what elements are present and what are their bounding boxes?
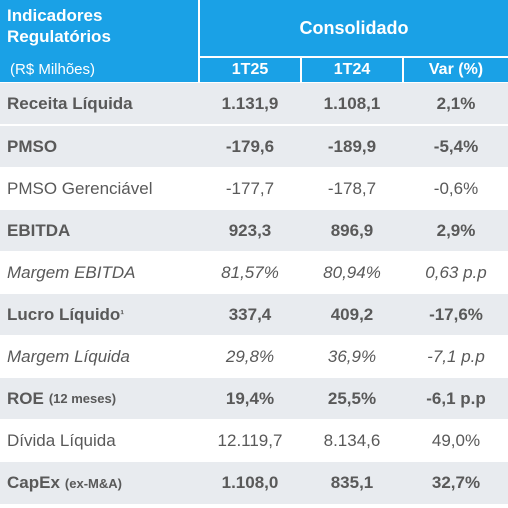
table-row: PMSO Gerenciável -177,7 -178,7 -0,6% [0, 168, 508, 209]
row-label: Margem Líquida [7, 346, 130, 366]
table-row: Margem EBITDA 81,57% 80,94% 0,63 p.p [0, 252, 508, 293]
table-header: Indicadores Regulatórios (R$ Milhões) Co… [0, 0, 508, 82]
row-label: PMSO Gerenciável [7, 178, 153, 198]
table-row: Lucro Líquido ¹ 337,4 409,2 -17,6% [0, 294, 508, 335]
row-sublabel: (12 meses) [48, 391, 117, 406]
value-var: -6,1 p.p [426, 388, 486, 408]
row-label: CapEx [7, 473, 60, 492]
value-var: 49,0% [431, 430, 481, 450]
header-title-line1: Indicadores [7, 6, 103, 25]
value-var: -0,6% [433, 178, 479, 198]
value-var: 32,7% [431, 473, 481, 492]
row-label-group: Lucro Líquido ¹ [7, 294, 124, 335]
header-group: Consolidado [200, 0, 508, 56]
value-1t24: 8.134,6 [323, 430, 381, 450]
value-1t25: 81,57% [221, 262, 279, 282]
row-label-group: ROE (12 meses) [7, 378, 116, 419]
header-title-cell: Indicadores Regulatórios (R$ Milhões) [0, 0, 198, 82]
value-1t24: 80,94% [323, 262, 381, 282]
row-label: PMSO [7, 136, 58, 156]
header-title-line2: Regulatórios [7, 27, 111, 46]
value-1t25: 1.108,0 [221, 473, 279, 492]
table-row: Dívida Líquida 12.119,7 8.134,6 49,0% [0, 420, 508, 461]
value-var: -17,6% [429, 304, 483, 324]
value-1t24: -189,9 [327, 136, 377, 156]
row-sublabel: (ex-M&A) [64, 475, 122, 491]
column-header-1t25: 1T25 [200, 58, 300, 82]
value-var: 2,9% [436, 220, 476, 240]
value-var: 0,63 p.p [425, 262, 487, 282]
table-row: EBITDA 923,3 896,9 2,9% [0, 210, 508, 251]
row-label: Dívida Líquida [7, 430, 116, 450]
table-row: ROE (12 meses) 19,4% 25,5% -6,1 p.p [0, 378, 508, 419]
value-1t25: 923,3 [228, 220, 272, 240]
footnote-marker: ¹ [120, 308, 124, 321]
table-row: CapEx (ex-M&A) 1.108,0 835,1 32,7% [0, 462, 508, 504]
column-header-1t24: 1T24 [302, 58, 402, 82]
value-1t24: 1.108,1 [323, 93, 381, 113]
value-1t25: -179,6 [225, 136, 275, 156]
row-label: Lucro Líquido [7, 304, 121, 324]
value-1t25: 337,4 [228, 304, 272, 324]
row-label: EBITDA [7, 220, 71, 240]
value-1t25: 29,8% [225, 346, 275, 366]
value-1t24: 409,2 [330, 304, 374, 324]
row-label-group: CapEx (ex-M&A) [7, 463, 122, 504]
value-1t25: -177,7 [225, 178, 275, 198]
column-header-var: Var (%) [404, 58, 508, 82]
value-1t24: -178,7 [327, 178, 377, 198]
table-row: PMSO -179,6 -189,9 -5,4% [0, 126, 508, 167]
table-row: Margem Líquida 29,8% 36,9% -7,1 p.p [0, 336, 508, 377]
header-title: Indicadores Regulatórios [7, 5, 111, 47]
value-1t24: 25,5% [327, 388, 377, 408]
value-1t24: 835,1 [330, 473, 374, 492]
row-label: ROE [7, 388, 44, 408]
row-label: Margem EBITDA [7, 262, 136, 282]
value-1t25: 1.131,9 [221, 93, 279, 113]
value-1t24: 896,9 [330, 220, 374, 240]
header-unit: (R$ Milhões) [10, 61, 96, 78]
row-label: Receita Líquida [7, 93, 133, 113]
value-var: -7,1 p.p [427, 346, 485, 366]
table-row: Receita Líquida 1.131,9 1.108,1 2,1% [0, 83, 508, 124]
value-var: 2,1% [436, 93, 476, 113]
value-1t25: 19,4% [225, 388, 275, 408]
value-var: -5,4% [433, 136, 479, 156]
value-1t24: 36,9% [327, 346, 377, 366]
value-1t25: 12.119,7 [217, 430, 283, 450]
